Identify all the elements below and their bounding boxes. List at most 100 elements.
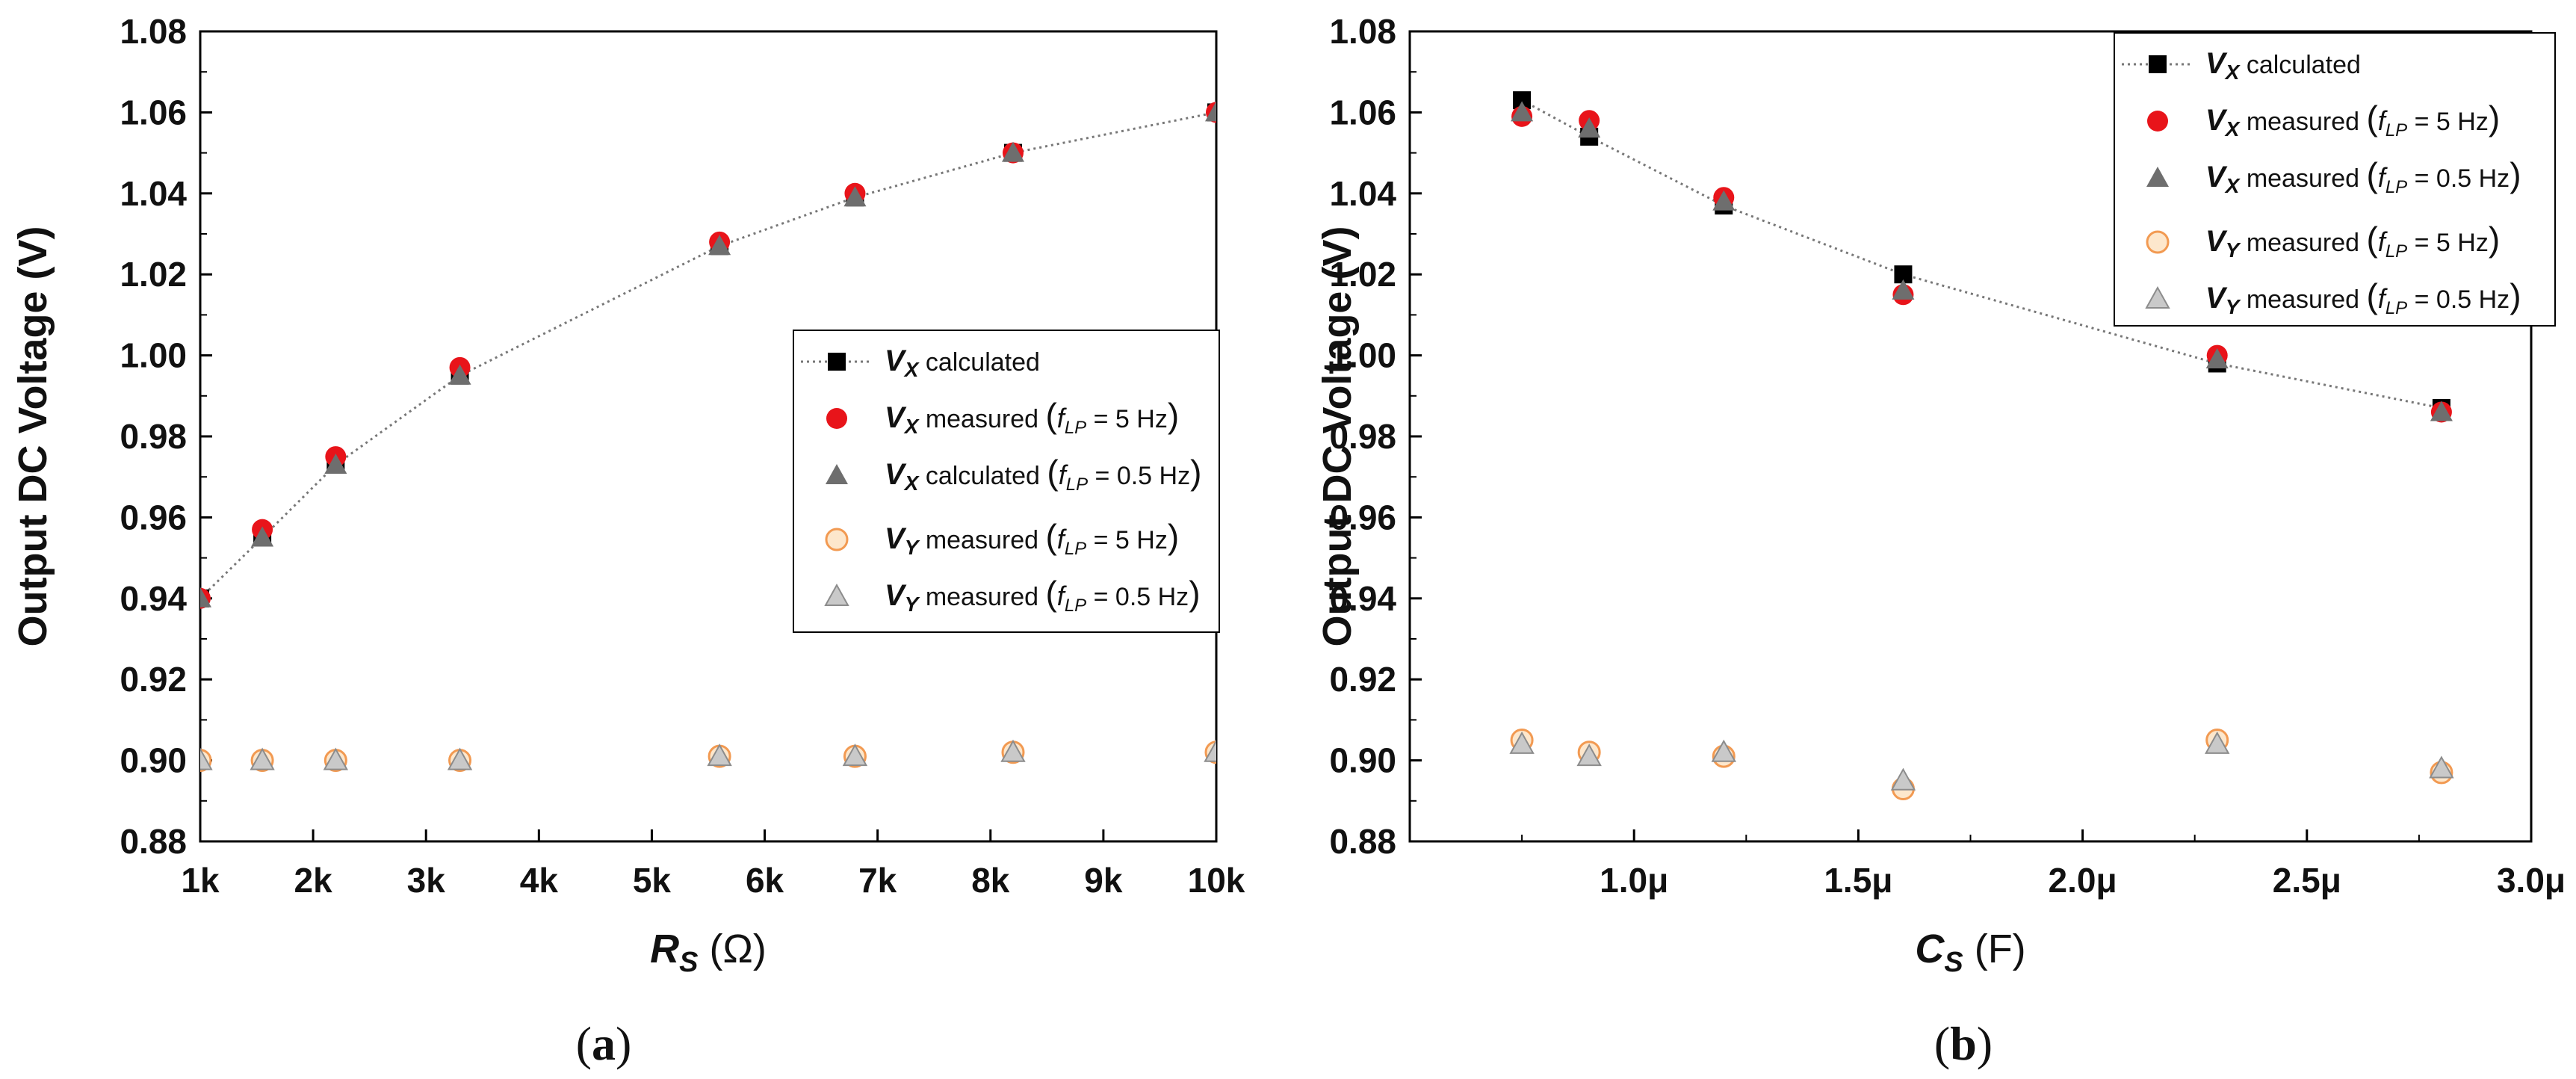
data-point [1509,731,1535,754]
data-point [251,526,274,547]
legend-box [2114,32,2556,327]
legend-label: VY measured (fLP = 0.5 Hz) [2205,276,2521,318]
data-layer [200,101,1216,773]
legend-marker [825,528,849,551]
y-tick-label: 0.96 [120,498,187,537]
series-vy-measured-flp-5-hz- [1510,729,2453,801]
y-axis-title: Output DC Voltage (V) [1315,226,1360,647]
y-tick-label: 0.96 [1329,498,1396,537]
x-tick-label: 2k [294,861,333,900]
data-point [707,743,732,767]
legend-label: VY measured (fLP = 0.5 Hz) [885,574,1201,616]
data-point [2205,731,2230,754]
x-tick-label: 2.0μ [2049,861,2117,900]
legend-entry: VY measured (fLP = 0.5 Hz) [824,574,1201,616]
data-point [1204,739,1216,762]
data-point [842,743,868,767]
data-point [447,747,473,770]
data-point [448,364,471,385]
data-point [200,587,211,607]
y-tick-label: 0.90 [1329,741,1396,780]
y-tick-label: 1.00 [1329,336,1396,375]
x-tick-label: 6k [746,861,784,900]
panel-label: (a) [576,1017,632,1070]
panel-label: (b) [1934,1017,1993,1070]
legend-marker [2147,111,2168,132]
series-vy-measured-flp-0-5-hz- [1509,731,2454,791]
y-tick-label: 0.88 [120,822,187,861]
legend-marker [826,408,847,429]
legend-marker [826,464,848,484]
legend: VX calculated VX measured (fLP = 5 Hz) VX … [2114,32,2556,327]
y-tick-label: 1.06 [1329,93,1396,132]
x-tick-label: 1k [181,861,220,900]
x-tick-label: 1.0μ [1600,861,1668,900]
legend-marker [828,353,846,371]
data-point [1205,101,1216,122]
legend-label: VX calculated (fLP = 0.5 Hz) [885,453,1201,495]
y-tick-label: 1.02 [1329,255,1396,294]
y-tick-label: 1.06 [120,93,187,132]
legend-entry: VX calculated [2122,47,2361,84]
x-tick-label: 1.5μ [1824,861,1892,900]
y-tick-label: 1.00 [120,336,187,375]
legend-marker [2149,55,2167,73]
legend-entry: VY measured (fLP = 5 Hz) [2146,220,2500,262]
y-tick-label: 1.02 [120,255,187,294]
y-axis-title: Output DC Voltage (V) [10,226,55,647]
legend-marker [824,583,849,606]
y-tick-label: 0.90 [120,741,187,780]
panel-b: 0.88 0.90 0.92 0.94 0.96 0.98 1.00 1.02 1.04 1.06… [1315,12,2566,1070]
data-point [1000,739,1026,762]
x-tick-label: 8k [971,861,1010,900]
x-tick-label: 4k [520,861,559,900]
data-point [708,235,731,256]
y-tick-label: 0.92 [1329,660,1396,699]
y-tick-label: 0.92 [120,660,187,699]
x-axis-title: RS (Ω) [650,927,767,978]
y-tick-label: 0.98 [1329,417,1396,456]
x-tick-label: 10k [1188,861,1245,900]
y-tick-label: 1.04 [120,174,187,213]
data-point [2430,401,2453,421]
data-layer [1509,91,2454,801]
legend-marker [2145,285,2170,309]
data-point [1892,279,1915,300]
panel-a: 0.88 0.90 0.92 0.94 0.96 0.98 1.00 1.02 1.04 1.06… [10,12,1245,1070]
y-tick-label: 1.08 [1329,12,1396,51]
legend-entry: VX calculated (fLP = 0.5 Hz) [826,453,1201,495]
legend-entry: VX measured (fLP = 0.5 Hz) [2146,155,2521,197]
data-point [1002,141,1024,162]
x-tick-label: 5k [633,861,672,900]
data-point [1576,743,1602,767]
y-tick-label: 0.94 [1329,579,1396,618]
data-point [250,747,275,770]
data-point [1711,739,1736,762]
x-tick-label: 3k [407,861,446,900]
x-tick-label: 7k [858,861,897,900]
y-tick-label: 0.94 [120,579,187,618]
legend-label: VY measured (fLP = 5 Hz) [2205,220,2500,262]
legend-label: VX measured (fLP = 5 Hz) [2205,99,2500,140]
data-point [200,747,213,770]
legend-box [793,330,1220,633]
data-point [1511,101,1534,122]
data-point [323,747,349,770]
y-tick-label: 1.08 [120,12,187,51]
data-point [2205,348,2229,369]
legend-label: VX calculated [2205,47,2361,84]
y-tick-label: 0.98 [120,417,187,456]
y-tick-label: 0.88 [1329,822,1396,861]
legend-marker [2146,167,2169,187]
data-point [1712,190,1736,211]
y-tick-label: 1.04 [1329,174,1396,213]
legend-entry: VX measured (fLP = 5 Hz) [2147,99,2500,140]
x-axis-title: CS (F) [1915,927,2025,978]
data-point [2429,755,2454,779]
series-vy-measured-flp-0-5-hz- [200,739,1216,770]
data-point [324,453,347,474]
legend-marker [2146,230,2170,254]
x-tick-label: 3.0μ [2497,861,2566,900]
